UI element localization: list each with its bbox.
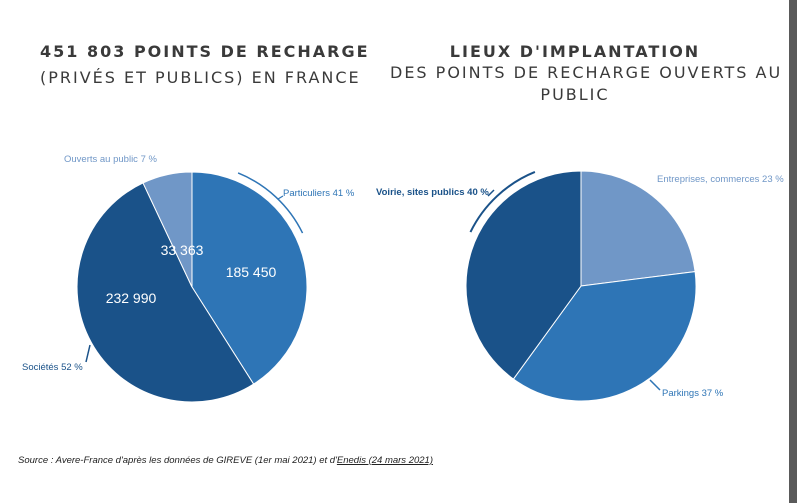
category-label-voirie-sites-publics-40: Voirie, sites publics 40 % [376,187,489,198]
pie-slice-voirie-sites-publics-40 [465,170,582,380]
leader-line-societes [85,344,91,363]
category-label-parkings-37: Parkings 37 % [662,388,724,399]
right-chart-subtitle-line1: DES POINTS DE RECHARGE OUVERTS AU [390,63,783,82]
leader-bracket-voirie [469,171,536,233]
page-edge [789,0,797,503]
right-chart-title: LIEUX D'IMPLANTATION [449,42,701,61]
source-note: Source : Avere-France d'après les donnée… [18,455,433,466]
pie-slice-parkings-37 [512,271,697,402]
right-chart-subtitle-line2: PUBLIC [540,85,610,104]
category-label-particuliers-41: Particuliers 41 % [283,188,355,199]
left-pie-chart: 185 450 232 990 33 363 Particuliers 41 % Soc… [22,154,355,403]
leader-line-particuliers [277,195,284,200]
pie-slice-societes-52 [76,182,255,403]
data-label-societes-52: 232 990 [106,290,157,306]
pie-slice-particuliers-41 [191,171,308,385]
left-chart-subtitle: (PRIVÉS ET PUBLICS) EN FRANCE [40,68,361,87]
leader-line-voirie [487,189,495,197]
data-label-particuliers-41: 185 450 [226,264,277,280]
right-pie-chart: Entreprises, commerces 23 % Parkings 37 %… [376,170,784,402]
category-label-societes-52: Sociétés 52 % [22,362,83,373]
leader-line-parkings [649,379,661,391]
data-label-ouverts-au-public-7: 33 363 [161,242,204,258]
category-label-entreprises-commerces-23: Entreprises, commerces 23 % [657,174,784,185]
pie-slice-ouverts-au-public-7 [142,171,193,288]
pie-slice-entreprises-commerces-23 [580,170,696,287]
left-chart-title: 451 803 POINTS DE RECHARGE [40,42,370,61]
source-link[interactable]: Enedis (24 mars 2021) [336,455,433,466]
category-label-ouverts-au-public-7: Ouverts au public 7 % [64,154,157,165]
source-text: Source : Avere-France d'après les donnée… [18,455,337,466]
leader-bracket-particuliers [237,172,304,234]
